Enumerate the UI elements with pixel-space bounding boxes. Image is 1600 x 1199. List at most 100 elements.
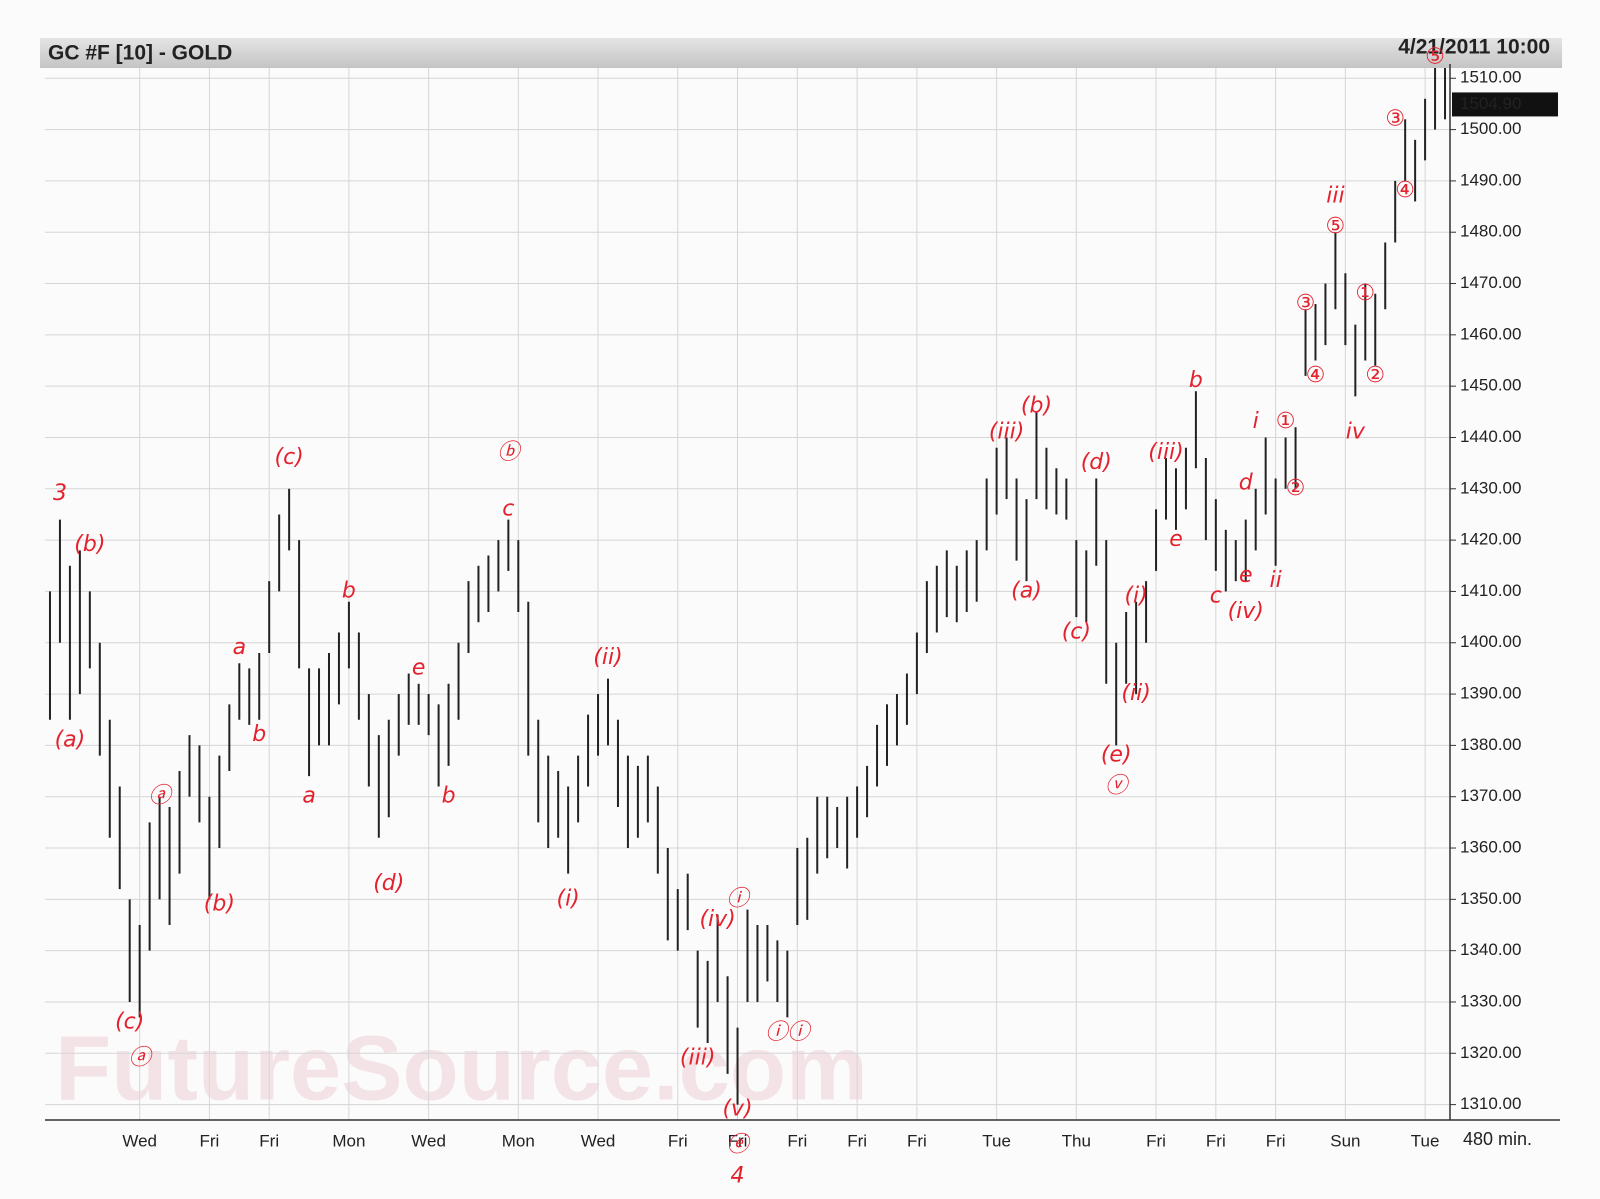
y-tick-label: 1370.00: [1460, 786, 1521, 805]
y-tick-label: 1500.00: [1460, 119, 1521, 138]
annotation: (e): [1101, 743, 1132, 768]
annotation: ②: [1365, 363, 1385, 388]
y-tick-label: 1510.00: [1460, 68, 1521, 87]
annotation: e: [1169, 527, 1183, 552]
y-tick-label: 1460.00: [1460, 324, 1521, 343]
y-tick-label: 1390.00: [1460, 684, 1521, 703]
x-tick-label: Thu: [1062, 1131, 1091, 1150]
annotation: iii: [1326, 183, 1344, 208]
y-tick-label: 1400.00: [1460, 632, 1521, 651]
y-tick-label: 1450.00: [1460, 376, 1521, 395]
y-tick-label: 1420.00: [1460, 530, 1521, 549]
annotation: e: [1239, 563, 1253, 588]
annotation: b: [1189, 368, 1203, 393]
annotation: ⓘ: [727, 886, 752, 911]
x-tick-label: Fri: [259, 1131, 279, 1150]
annotation: (ii): [1121, 681, 1150, 706]
last-price-label: 1504.90: [1460, 94, 1521, 113]
y-tick-label: 1340.00: [1460, 940, 1521, 959]
annotation: ④: [1306, 363, 1326, 388]
annotation: ③: [1385, 106, 1405, 131]
x-tick-label: Fri: [847, 1131, 867, 1150]
y-tick-label: 1380.00: [1460, 735, 1521, 754]
annotation: (b): [1021, 394, 1052, 419]
annotation: 3: [53, 481, 67, 506]
x-tick-label: Fri: [787, 1131, 807, 1150]
annotation: ①: [1355, 281, 1375, 306]
x-tick-label: Fri: [668, 1131, 688, 1150]
annotation: ③: [1296, 291, 1316, 316]
annotation: (a): [1011, 578, 1042, 603]
x-tick-label: Mon: [502, 1131, 535, 1150]
x-tick-label: Fri: [907, 1131, 927, 1150]
interval-label: 480 min.: [1463, 1129, 1532, 1149]
annotation: (ii): [593, 645, 622, 670]
annotation: a: [302, 784, 315, 809]
annotation: (v): [722, 1097, 752, 1122]
annotation: (c): [274, 445, 303, 470]
annotation: ⓘⓘ: [765, 1020, 812, 1045]
x-tick-label: Wed: [122, 1131, 157, 1150]
watermark: FutureSource.com: [55, 1017, 868, 1119]
x-tick-label: Fri: [728, 1131, 748, 1150]
annotation: ii: [1270, 568, 1282, 593]
y-tick-label: 1330.00: [1460, 991, 1521, 1010]
annotation: a: [233, 635, 246, 660]
annotation: (iii): [989, 419, 1025, 444]
annotation: ⑤: [1326, 214, 1346, 239]
x-tick-label: Tue: [1411, 1131, 1440, 1150]
annotation: (a): [55, 727, 86, 752]
y-tick-label: 1470.00: [1460, 273, 1521, 292]
annotation: ②: [1286, 476, 1306, 501]
annotation: (d): [1081, 450, 1112, 475]
x-tick-label: Wed: [411, 1131, 446, 1150]
x-tick-label: Sun: [1330, 1131, 1360, 1150]
annotation: (iii): [1148, 440, 1184, 465]
annotation: ⓥ: [1105, 773, 1130, 798]
annotation: (c): [1062, 619, 1091, 644]
annotation: (b): [74, 532, 105, 557]
annotation: iv: [1346, 419, 1366, 444]
annotation: d: [1239, 471, 1254, 496]
annotation: ④: [1395, 178, 1415, 203]
y-tick-label: 1350.00: [1460, 889, 1521, 908]
x-tick-label: Fri: [1146, 1131, 1166, 1150]
annotation: (c): [115, 1009, 144, 1034]
annotation: i: [1253, 409, 1259, 434]
chart-title: GC #F [10] - GOLD: [48, 42, 232, 65]
annotation: ⓐ: [149, 784, 174, 809]
annotation: ⑤: [1425, 45, 1445, 70]
annotation: b: [252, 722, 266, 747]
annotation: (i): [556, 886, 579, 911]
x-tick-label: Wed: [581, 1131, 616, 1150]
annotation: (iii): [680, 1045, 716, 1070]
annotation: c: [502, 496, 514, 521]
annotation: ①: [1276, 409, 1296, 434]
y-tick-label: 1360.00: [1460, 838, 1521, 857]
timestamp: 4/21/2011 10:00: [1398, 36, 1550, 59]
y-tick-label: 1310.00: [1460, 1094, 1521, 1113]
y-tick-label: 1320.00: [1460, 1043, 1521, 1062]
y-tick-label: 1430.00: [1460, 478, 1521, 497]
x-tick-label: Fri: [1266, 1131, 1286, 1150]
x-tick-label: Mon: [332, 1131, 365, 1150]
annotation: (iv): [1228, 599, 1264, 624]
annotation: (d): [373, 871, 404, 896]
annotation: ⓑ: [497, 440, 522, 465]
annotation: e: [412, 655, 426, 680]
header-bar: [40, 38, 1562, 68]
y-tick-label: 1480.00: [1460, 222, 1521, 241]
annotation: b: [342, 578, 356, 603]
annotation: ⓔ: [727, 1133, 752, 1158]
annotation: (iv): [699, 907, 735, 932]
annotation: c: [1210, 584, 1222, 609]
x-tick-label: Tue: [982, 1131, 1011, 1150]
annotation: ⓐ: [129, 1045, 154, 1070]
annotation: (i): [1124, 584, 1147, 609]
annotation: (b): [204, 891, 235, 916]
annotation: 4: [731, 1163, 745, 1188]
x-tick-label: Fri: [200, 1131, 220, 1150]
annotation: b: [442, 784, 456, 809]
x-tick-label: Fri: [1206, 1131, 1226, 1150]
